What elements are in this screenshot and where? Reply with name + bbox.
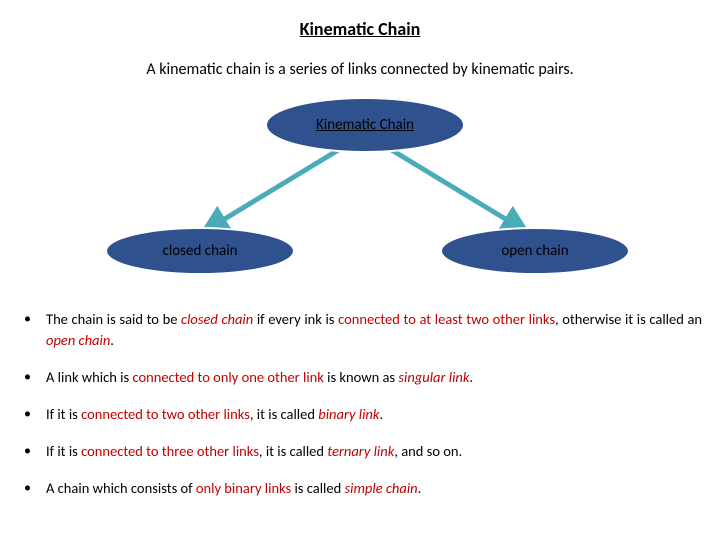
text-run: , it is called [259,442,327,460]
list-item: If it is connected to three other links,… [18,441,702,462]
text-run: . [469,368,473,386]
highlight: connected to two other links [81,405,250,423]
text-run: , it is called [250,405,318,423]
highlight: ternary link [327,442,394,460]
edge-root-right [390,149,522,229]
bullet-list: The chain is said to be closed chain if … [0,297,720,499]
text-run: A chain which consists of [46,479,196,497]
node-right-label: open chain [501,242,568,260]
text-run: . [379,405,383,423]
text-run: A link which is [46,368,132,386]
highlight: closed chain [181,310,253,328]
highlight: connected to three other links [81,442,259,460]
highlight: connected to only one other link [132,368,323,386]
page-title: Kinematic Chain [0,0,720,40]
highlight: simple chain [344,479,417,497]
list-item: If it is connected to two other links, i… [18,404,702,425]
text-run: if every ink is [253,310,338,328]
list-item: The chain is said to be closed chain if … [18,309,702,351]
text-run: The chain is said to be [46,310,181,328]
text-run: . [110,331,114,349]
node-closed-chain: closed chain [105,227,295,275]
node-open-chain: open chain [440,227,630,275]
text-run: If it is [46,405,81,423]
text-run: , otherwise it is called an [555,310,702,328]
node-left-label: closed chain [162,242,237,260]
highlight: binary link [318,405,379,423]
node-root-label: Kinematic Chain [316,116,414,134]
text-run: . [418,479,422,497]
list-item: A link which is connected to only one ot… [18,367,702,388]
text-run: is called [291,479,344,497]
intro-text: A kinematic chain is a series of links c… [0,40,720,79]
highlight: open chain [46,331,110,349]
text-run: is known as [324,368,399,386]
highlight: only binary links [196,479,291,497]
highlight: singular link [398,368,469,386]
kinematic-chain-tree: Kinematic Chain closed chain open chain [0,97,720,297]
highlight: connected to at least two other links [338,310,555,328]
node-root: Kinematic Chain [265,97,465,153]
text-run: If it is [46,442,81,460]
edge-root-left [208,149,340,229]
list-item: A chain which consists of only binary li… [18,478,702,499]
text-run: , and so on. [394,442,462,460]
